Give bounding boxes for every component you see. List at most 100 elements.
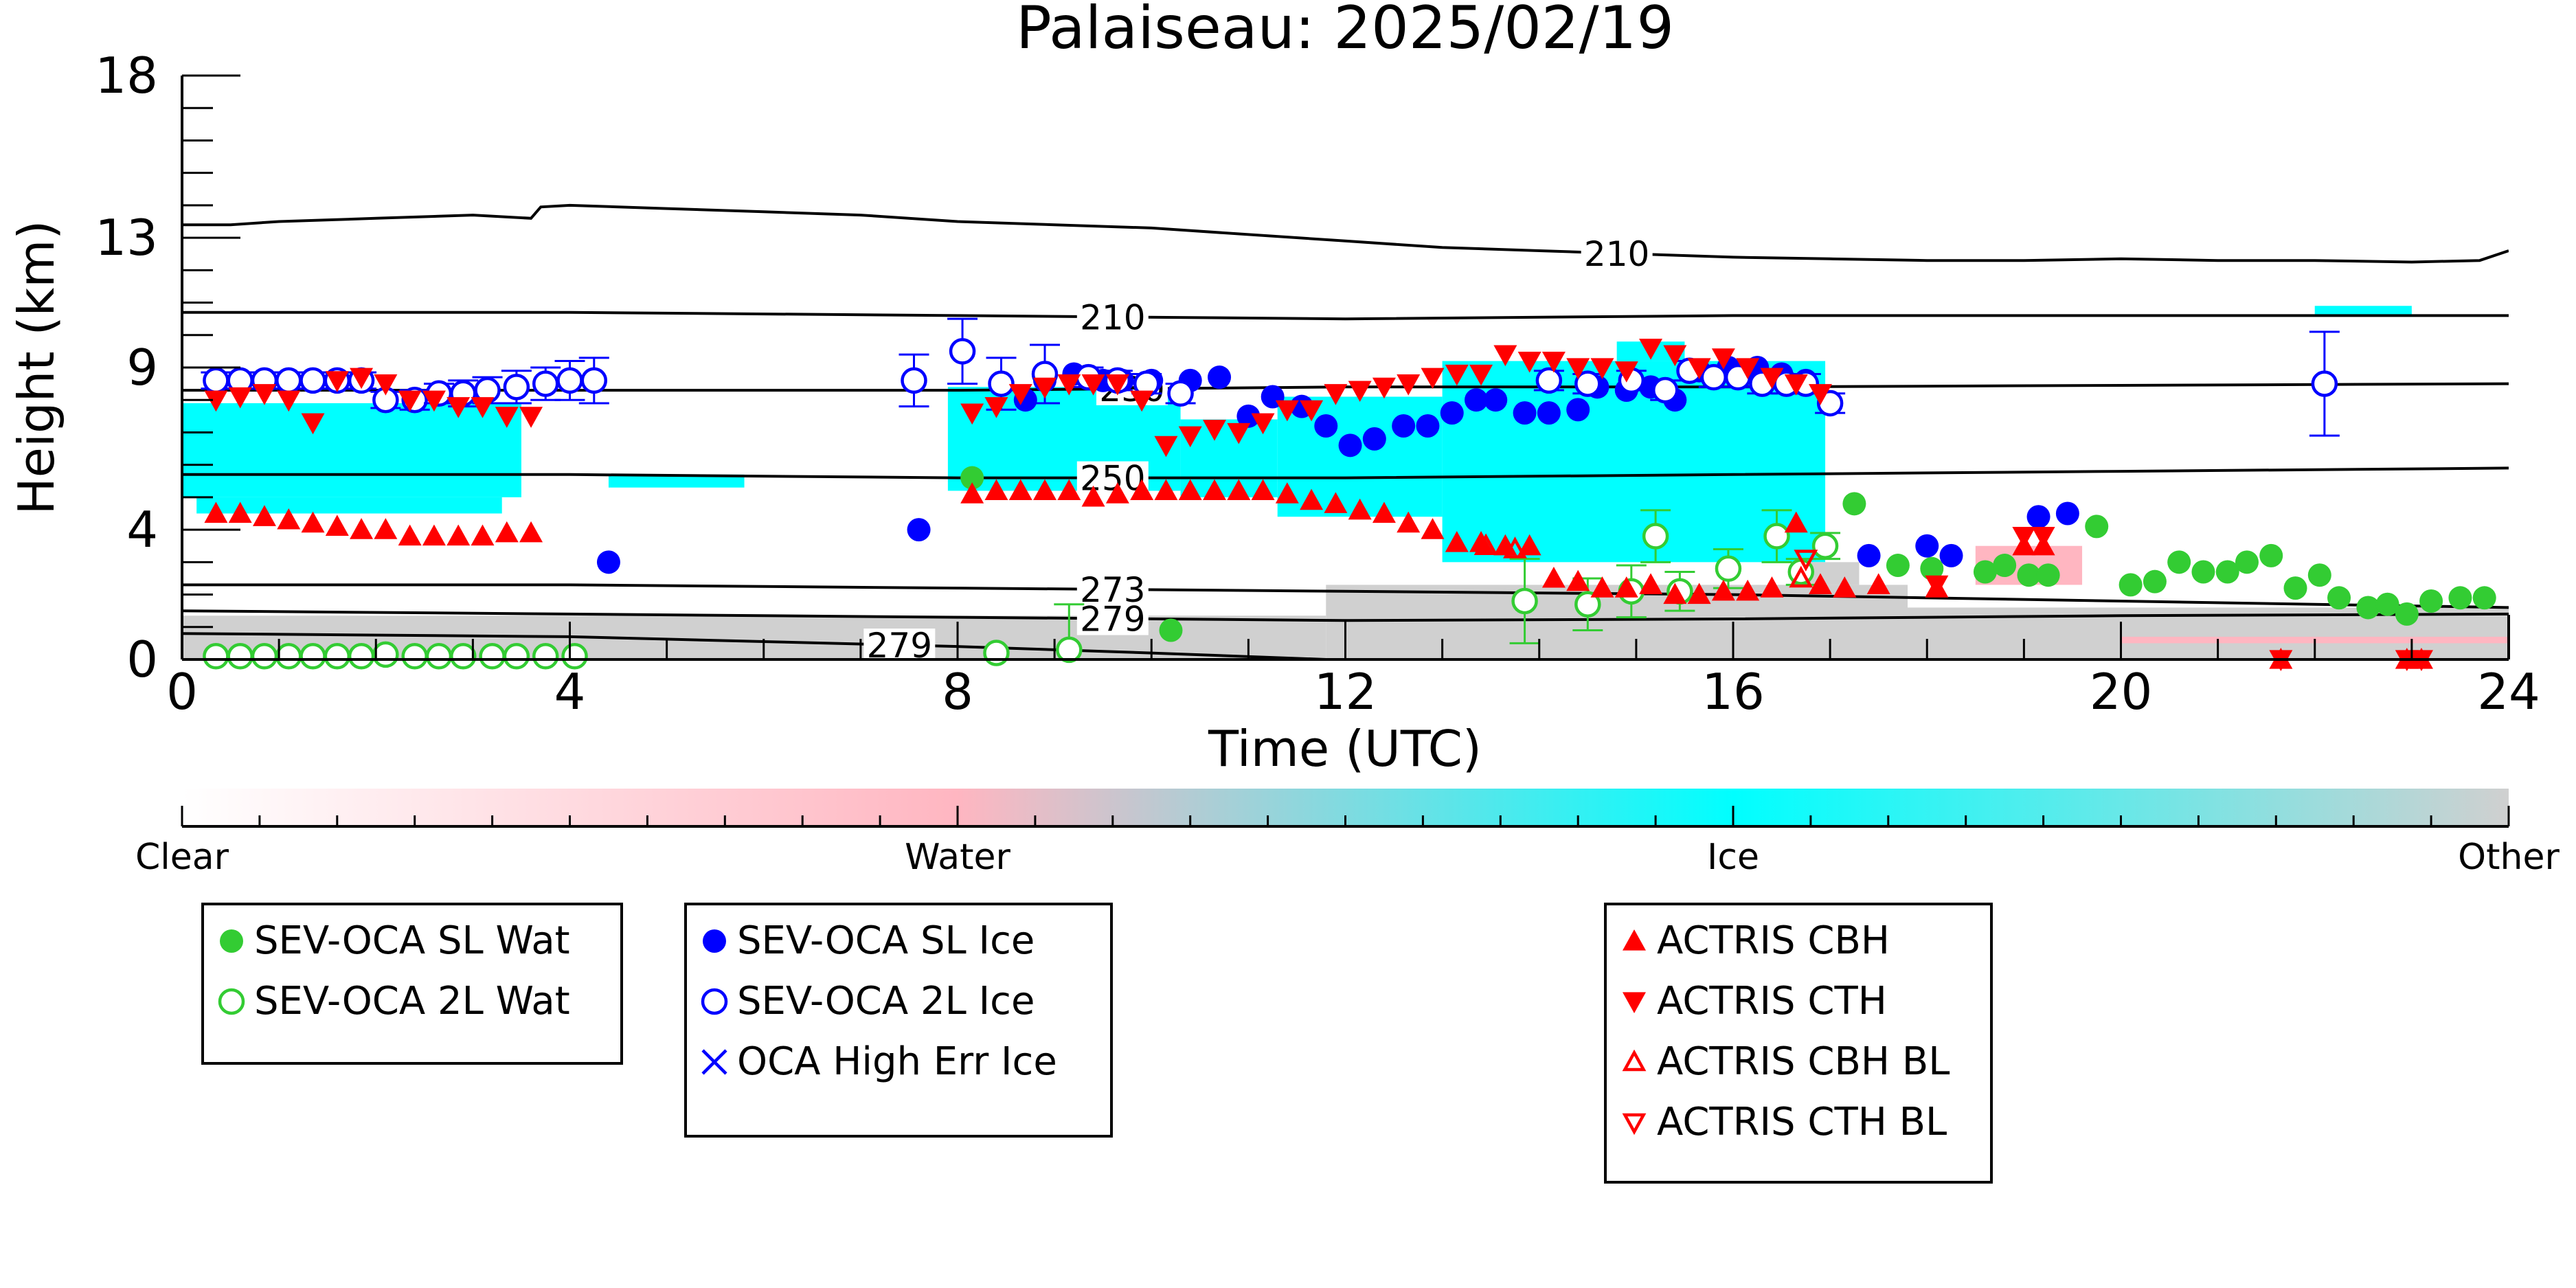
x-axis-label: Time (UTC)	[1208, 720, 1482, 778]
data-point	[2356, 596, 2380, 620]
data-point	[1794, 550, 1818, 572]
legend-entry: ACTRIS CTH	[1623, 979, 1887, 1024]
data-point	[1566, 358, 1590, 379]
data-point	[324, 643, 351, 670]
data-point	[1760, 576, 1784, 598]
data-point	[949, 338, 976, 365]
temperature-contours: 210210230250273279279	[182, 203, 2509, 659]
colorbar-label: Ice	[1707, 837, 1759, 878]
legend-marker	[1623, 992, 1646, 1013]
data-point	[1397, 374, 1421, 396]
legend-entry: ACTRIS CTH BL	[1622, 1100, 1947, 1144]
legend-box: SEV-OCA SL Wat SEV-OCA 2L Wat	[201, 903, 623, 1065]
data-point	[2259, 543, 2283, 567]
data-point	[2012, 526, 2036, 548]
data-point	[1469, 364, 1493, 386]
data-point	[2395, 602, 2419, 626]
chart-title: Palaiseau: 2025/02/19	[1016, 0, 1674, 63]
mask-region	[196, 497, 502, 514]
data-point	[275, 643, 302, 670]
data-point	[1300, 400, 1324, 422]
legend-label: SEV-OCA 2L Wat	[254, 979, 570, 1024]
mask-region	[2314, 306, 2412, 316]
legend-marker	[1623, 929, 1646, 951]
legend-box: SEV-OCA SL Ice SEV-OCA 2L Ice OCA High Err…	[684, 903, 1113, 1138]
data-point	[495, 407, 519, 428]
data-point	[519, 407, 543, 428]
legend-marker	[220, 929, 243, 953]
legend-entry: ACTRIS CBH	[1623, 918, 1890, 963]
data-point	[2119, 573, 2143, 597]
data-point	[2191, 560, 2215, 584]
data-point	[348, 643, 375, 670]
data-point	[1421, 368, 1445, 389]
data-point	[398, 524, 422, 546]
data-point	[251, 643, 278, 670]
data-point	[1784, 374, 1808, 396]
data-point	[1993, 554, 2017, 578]
data-point	[1493, 345, 1517, 367]
x-tick-label: 12	[1314, 663, 1377, 721]
legend-frame	[684, 903, 1113, 1138]
data-point	[1715, 555, 1742, 583]
contour-label-bg	[1076, 573, 1149, 606]
contour-line	[182, 583, 2509, 609]
data-point	[1503, 536, 1527, 558]
legend-marker	[703, 929, 726, 953]
colorbar-ticks	[181, 806, 2510, 826]
data-point	[1915, 534, 1939, 558]
data-point	[1227, 422, 1251, 444]
data-point	[1324, 384, 1348, 405]
data-point	[907, 518, 931, 542]
data-point	[1130, 479, 1154, 501]
legend-marker	[701, 988, 728, 1015]
cloud-mask-layer	[182, 306, 2509, 659]
data-point	[1440, 401, 1464, 425]
data-point	[422, 390, 446, 412]
data-point	[1973, 560, 1997, 584]
contour-label: 279	[1080, 600, 1145, 640]
data-point	[1154, 479, 1178, 501]
data-point	[447, 397, 471, 418]
data-point	[1700, 363, 1728, 391]
legend-box: ACTRIS CBH ACTRIS CTH ACTRIS CBH BL ACTRIS …	[1604, 903, 1993, 1184]
x-tick-label: 24	[2477, 663, 2540, 721]
data-point	[1517, 351, 1541, 373]
legend-marker	[1622, 1113, 1647, 1136]
contour-line	[182, 310, 2509, 321]
data-point	[2031, 526, 2055, 548]
data-point	[1324, 492, 1348, 513]
data-point	[2283, 576, 2307, 600]
data-point	[1227, 479, 1251, 501]
data-point	[2026, 505, 2050, 529]
data-point	[204, 501, 228, 523]
data-point	[495, 521, 519, 543]
contour-label: 210	[1080, 297, 1145, 337]
contour-line	[182, 609, 2509, 622]
legend-entry: ACTRIS CBH BL	[1622, 1039, 1950, 1084]
data-point	[1541, 351, 1566, 373]
data-point	[1008, 479, 1032, 501]
data-point	[1372, 501, 1396, 523]
data-point	[1574, 591, 1601, 618]
data-point	[1348, 498, 1372, 520]
data-point	[1574, 370, 1601, 397]
data-point	[1517, 534, 1541, 556]
data-point	[2472, 586, 2496, 610]
data-point	[1789, 565, 1814, 588]
data-point	[1081, 374, 1105, 396]
data-point	[1275, 400, 1299, 422]
legend-entry: SEV-OCA SL Ice	[703, 918, 1035, 963]
data-point	[1469, 531, 1493, 552]
legend-label: OCA High Err Ice	[737, 1039, 1057, 1084]
y-tick-label: 9	[126, 339, 158, 396]
data-point	[422, 524, 446, 546]
data-point	[2375, 592, 2399, 616]
data-point	[2055, 501, 2079, 526]
legend-label: ACTRIS CTH	[1657, 979, 1887, 1024]
data-point	[252, 384, 276, 405]
data-point	[1275, 482, 1299, 504]
data-point	[2419, 589, 2443, 613]
data-point	[398, 390, 422, 412]
data-point	[1251, 413, 1275, 435]
